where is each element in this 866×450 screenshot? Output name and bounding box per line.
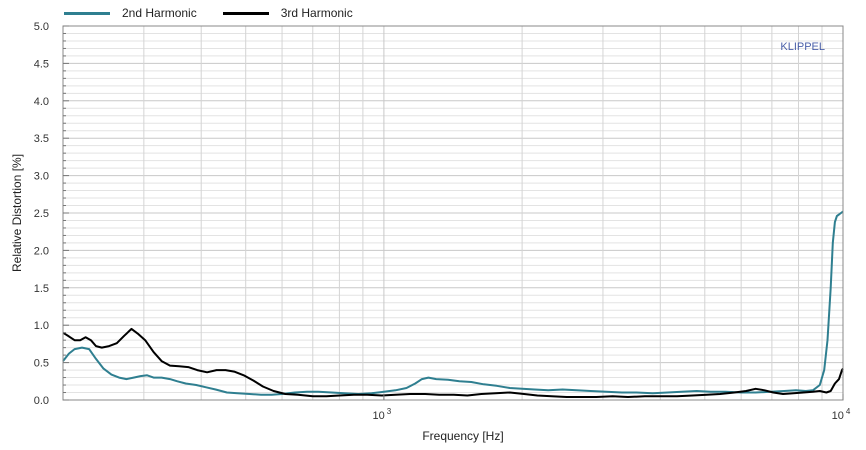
y-tick-label: 2.5: [34, 208, 49, 220]
legend-label-3rd-harmonic: 3rd Harmonic: [280, 6, 353, 20]
legend-swatch-2nd-harmonic: [64, 11, 110, 15]
y-tick-label: 4.0: [34, 96, 49, 108]
y-tick-label: 2.0: [34, 245, 49, 257]
grid-lines: [63, 26, 843, 400]
y-tick-label: 0.0: [34, 395, 49, 407]
legend-label-2nd-harmonic: 2nd Harmonic: [122, 6, 197, 20]
y-tick-label: 5.0: [34, 21, 49, 33]
brand-label: KLIPPEL: [780, 41, 825, 53]
chart-legend: 2nd Harmonic 3rd Harmonic: [64, 6, 379, 20]
y-tick-label: 1.5: [34, 283, 49, 295]
y-axis-title: Relative Distortion [%]: [10, 154, 24, 272]
axis-ticks: 0.0 0.5 1.0 1.5 2.0 2.5 3.0 3.5 4.0 4.5 5.0 10 3 10 4: [34, 21, 851, 422]
y-tick-label: 1.0: [34, 320, 49, 332]
x-axis-title: Frequency [Hz]: [422, 429, 503, 443]
plot-series: [62, 210, 844, 398]
y-tick-label: 3.5: [34, 133, 49, 145]
legend-item-2nd-harmonic[interactable]: 2nd Harmonic: [64, 6, 197, 20]
legend-swatch-3rd-harmonic: [222, 11, 269, 15]
series-line-3rd-harmonic: [62, 327, 844, 398]
y-tick-label: 3.0: [34, 171, 49, 183]
x-tick-label: 10 4: [832, 407, 851, 422]
legend-item-3rd-harmonic[interactable]: 3rd Harmonic: [222, 6, 353, 20]
y-tick-label: 0.5: [34, 358, 49, 370]
series-line-2nd-harmonic: [62, 210, 844, 396]
y-tick-label: 4.5: [34, 58, 49, 70]
x-tick-label: 10 3: [373, 407, 392, 422]
